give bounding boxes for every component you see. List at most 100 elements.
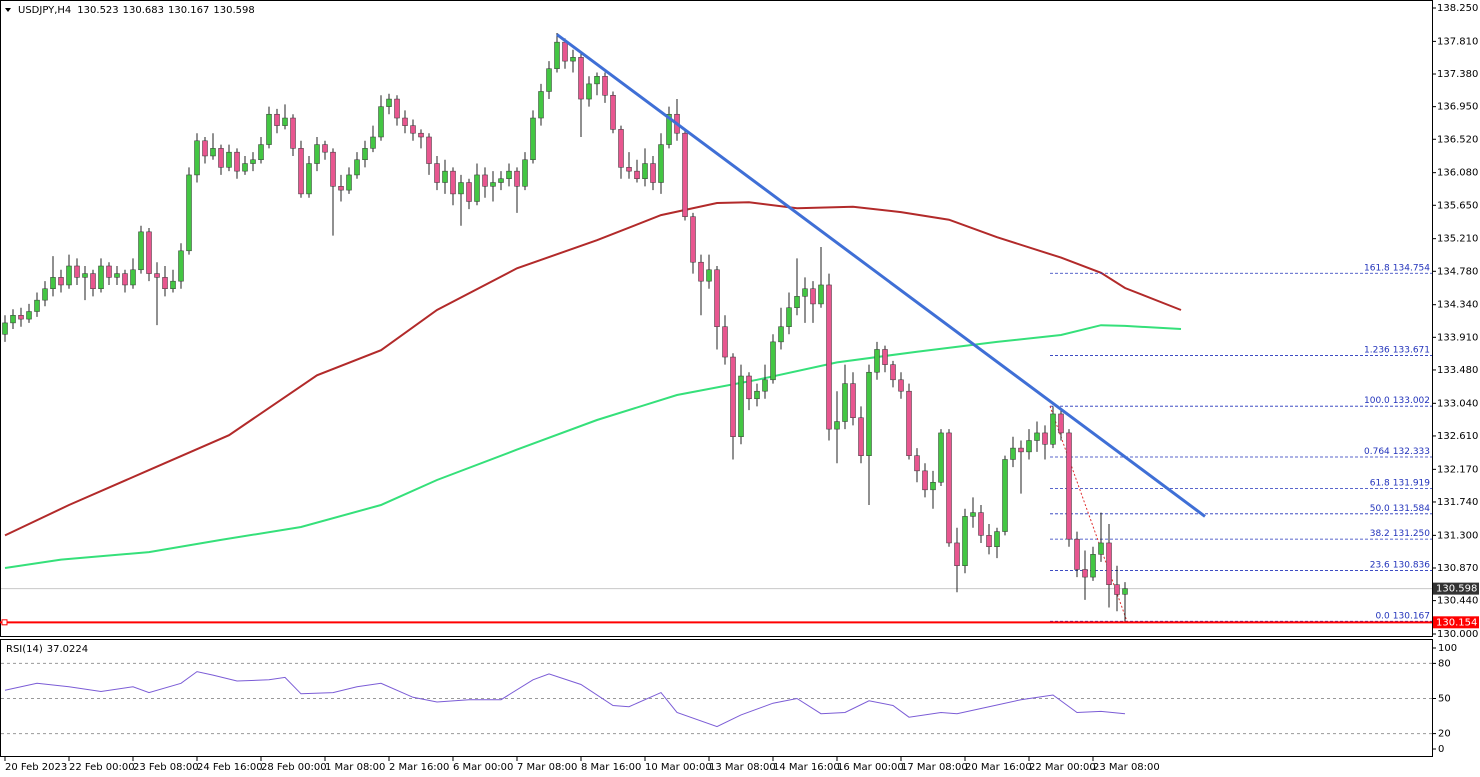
rsi-tick-label: 20 [1438,729,1451,740]
candle-body [794,296,800,308]
fib-price: 130.836 [1393,560,1430,570]
candle-body [1026,440,1032,453]
y-tick-label: 130.870 [1437,563,1478,574]
rsi-tick-label: 100 [1438,643,1457,654]
fib-price: 130.167 [1393,611,1430,621]
candle-body [402,117,408,126]
candle-body [650,163,656,183]
candle-body [634,170,640,179]
fib-label: 1.236 133.671 [1364,345,1430,355]
y-tick-label: 130.440 [1437,596,1478,607]
candle-body [962,516,968,566]
y-tick-label: 136.080 [1437,168,1478,179]
candle-body [74,265,80,278]
candle-body [930,481,936,491]
candle-body [658,144,664,183]
rsi-header: RSI(14) 37.0224 [6,644,88,655]
candle-body [298,148,304,195]
plot-layer: 161.8 134.754 1.236 133.671 100.0 133.002 0.76… [1,33,1432,622]
moving-average [4,324,1182,569]
rsi-tick-label: 50 [1438,694,1451,705]
candle-body [826,284,832,430]
candle-body [202,140,208,157]
candle-body [154,273,160,278]
trendline [556,33,1206,518]
candle-body [938,432,944,483]
candle-body [162,277,168,290]
fib-label: 38.2 131.250 [1370,529,1431,539]
candle-body [66,265,72,286]
fib-level: 61.8 [1370,478,1390,488]
candle-body [10,315,16,324]
candle-body [130,269,136,286]
fib-label: 23.6 130.836 [1370,560,1431,570]
moving-average [4,201,1182,537]
candle-body [914,455,920,472]
candle-body [1066,432,1072,540]
x-tick-label: 8 Mar 16:00 [581,762,641,773]
candle-body [1042,432,1048,445]
candle-body [530,117,536,161]
candle-body [234,151,240,172]
candle-body [210,148,216,157]
y-tick-label: 133.910 [1437,332,1478,343]
candle-body [762,379,768,392]
candle-body [922,470,928,491]
candle-body [722,326,728,358]
x-tick-label: 1 Mar 08:00 [325,762,385,773]
x-tick-label: 7 Mar 08:00 [517,762,577,773]
candle-body [218,148,224,168]
candle-body [778,326,784,343]
candle-body [562,41,568,62]
candle-body [58,277,64,286]
x-tick-label: 22 Mar 00:00 [1029,762,1096,773]
y-tick-label: 135.210 [1437,234,1478,245]
y-tick-label: 135.650 [1437,200,1478,211]
rsi-value: 37.0224 [47,644,88,655]
candle-body [410,125,416,134]
y-tick-label: 133.040 [1437,398,1478,409]
candle-body [578,57,584,100]
candle-body [1058,413,1064,434]
x-tick-label: 14 Mar 16:00 [773,762,840,773]
candle-body [1010,447,1016,460]
candle-body [786,307,792,327]
candle-body [970,512,976,517]
candle-body [994,531,1000,547]
alert-price-label: 130.154 [1436,617,1477,628]
candle-body [226,151,232,168]
close-value: 130.598 [213,5,254,16]
x-tick-label: 20 Feb 2023 [5,762,67,773]
fib-level: 23.6 [1370,560,1390,570]
candle-body [34,299,40,312]
y-tick-label: 130.000 [1437,629,1478,640]
candle-body [802,288,808,297]
candle-body [370,136,376,149]
menu-arrow[interactable] [5,8,11,12]
y-tick-label: 134.780 [1437,266,1478,277]
candle-body [1114,584,1120,595]
candle-body [322,144,328,153]
candle-body [538,91,544,119]
candle-body [386,98,392,107]
candle-body [450,170,456,195]
current-price-label: 130.598 [1436,584,1477,595]
open-value: 130.523 [77,5,118,16]
candle-body [754,390,760,400]
candle-body [682,132,688,217]
candle-body [514,170,520,187]
candle-body [1106,542,1112,585]
candle-body [458,182,464,195]
candle-body [266,113,272,145]
candle-body [186,174,192,252]
candle-body [594,76,600,85]
candle-body [42,288,48,301]
x-tick-label: 10 Mar 00:00 [645,762,712,773]
candle-body [730,356,736,437]
y-tick-label: 133.480 [1437,365,1478,376]
candle-body [146,231,152,274]
candle-body [626,167,632,172]
candle-body [346,174,352,191]
candle-body [642,163,648,179]
x-tick-label: 28 Feb 00:00 [261,762,327,773]
